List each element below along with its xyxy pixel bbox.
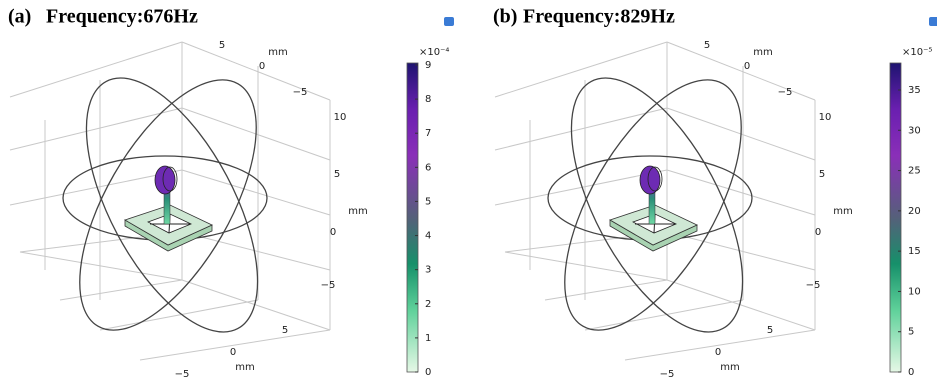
axis-label: 0: [230, 347, 236, 358]
grid-line: [667, 280, 815, 330]
axis-label: −5: [321, 280, 336, 291]
colorbar-tick-label: 5: [425, 196, 431, 207]
axis-label: mm: [833, 206, 852, 217]
orbit-loop: [537, 52, 778, 357]
axis-label: 0: [744, 61, 750, 72]
grid-line: [182, 170, 330, 215]
colorbar-tick-label: 30: [908, 125, 921, 136]
axis-label: mm: [348, 206, 367, 217]
axis-label: 10: [819, 112, 832, 123]
axis-label: 5: [704, 40, 710, 51]
grid-line: [100, 300, 258, 330]
grid-line: [182, 42, 330, 100]
axis-label: 5: [282, 325, 288, 336]
colorbar-tick-label: 7: [425, 128, 431, 139]
colorbar-multiplier: ×10⁻⁵: [902, 47, 932, 58]
axis-label: mm: [753, 47, 772, 58]
colorbar-multiplier: ×10⁻⁴: [419, 47, 449, 58]
panel-label: (a): [8, 6, 31, 28]
grid-line: [10, 108, 182, 150]
axis-label: mm: [268, 47, 287, 58]
grid-line: [667, 170, 815, 215]
grid-line: [585, 300, 743, 330]
colorbar-tick-label: 4: [425, 231, 431, 242]
colorbar-tick-label: 20: [908, 206, 921, 217]
toolbar-icon: [929, 17, 937, 26]
colorbar: [890, 63, 901, 372]
colorbar-tick-label: 0: [425, 367, 431, 378]
grid-line: [505, 252, 667, 280]
grid-line: [495, 42, 667, 97]
grid-line: [20, 252, 182, 280]
toolbar-icon: [444, 17, 454, 26]
figure: (a)Frequency:676Hz5mm0−5105mm0−550mm−5×1…: [0, 0, 937, 378]
colorbar-tick-label: 10: [908, 286, 921, 297]
grid-line: [495, 108, 667, 150]
grid-line: [60, 280, 182, 300]
panel-title: Frequency:829Hz: [523, 6, 675, 28]
axis-label: mm: [720, 362, 739, 373]
axis-label: −5: [806, 280, 821, 291]
colorbar-tick-label: 15: [908, 246, 921, 257]
axis-label: 0: [259, 61, 265, 72]
grid-line: [545, 280, 667, 300]
axis-label: 0: [715, 347, 721, 358]
axis-label: 0: [815, 227, 821, 238]
axis-label: −5: [293, 87, 308, 98]
colorbar-tick-label: 9: [425, 60, 431, 71]
axis-label: 5: [334, 169, 340, 180]
axis-label: −5: [778, 87, 793, 98]
grid-line: [667, 42, 815, 100]
grid-line: [182, 280, 330, 330]
orbit-loop: [52, 52, 293, 357]
axis-label: 10: [334, 112, 347, 123]
colorbar-tick-label: 1: [425, 333, 431, 344]
axis-label: mm: [235, 362, 254, 373]
axis-label: 5: [819, 169, 825, 180]
colorbar-tick-label: 8: [425, 94, 431, 105]
colorbar-tick-label: 0: [908, 367, 914, 378]
axis-label: 5: [219, 40, 225, 51]
grid-line: [10, 42, 182, 97]
colorbar-tick-label: 6: [425, 162, 431, 173]
axis-label: −5: [660, 369, 675, 378]
axis-label: 5: [767, 325, 773, 336]
panel-title: Frequency:676Hz: [46, 6, 198, 28]
panel-label: (b): [493, 6, 517, 28]
colorbar-tick-label: 35: [908, 85, 921, 96]
colorbar-tick-label: 5: [908, 327, 914, 338]
axis-label: −5: [175, 369, 190, 378]
colorbar-tick-label: 25: [908, 166, 921, 177]
axis-label: 0: [330, 227, 336, 238]
colorbar-tick-label: 3: [425, 265, 431, 276]
colorbar-tick-label: 2: [425, 299, 431, 310]
colorbar: [407, 63, 418, 372]
